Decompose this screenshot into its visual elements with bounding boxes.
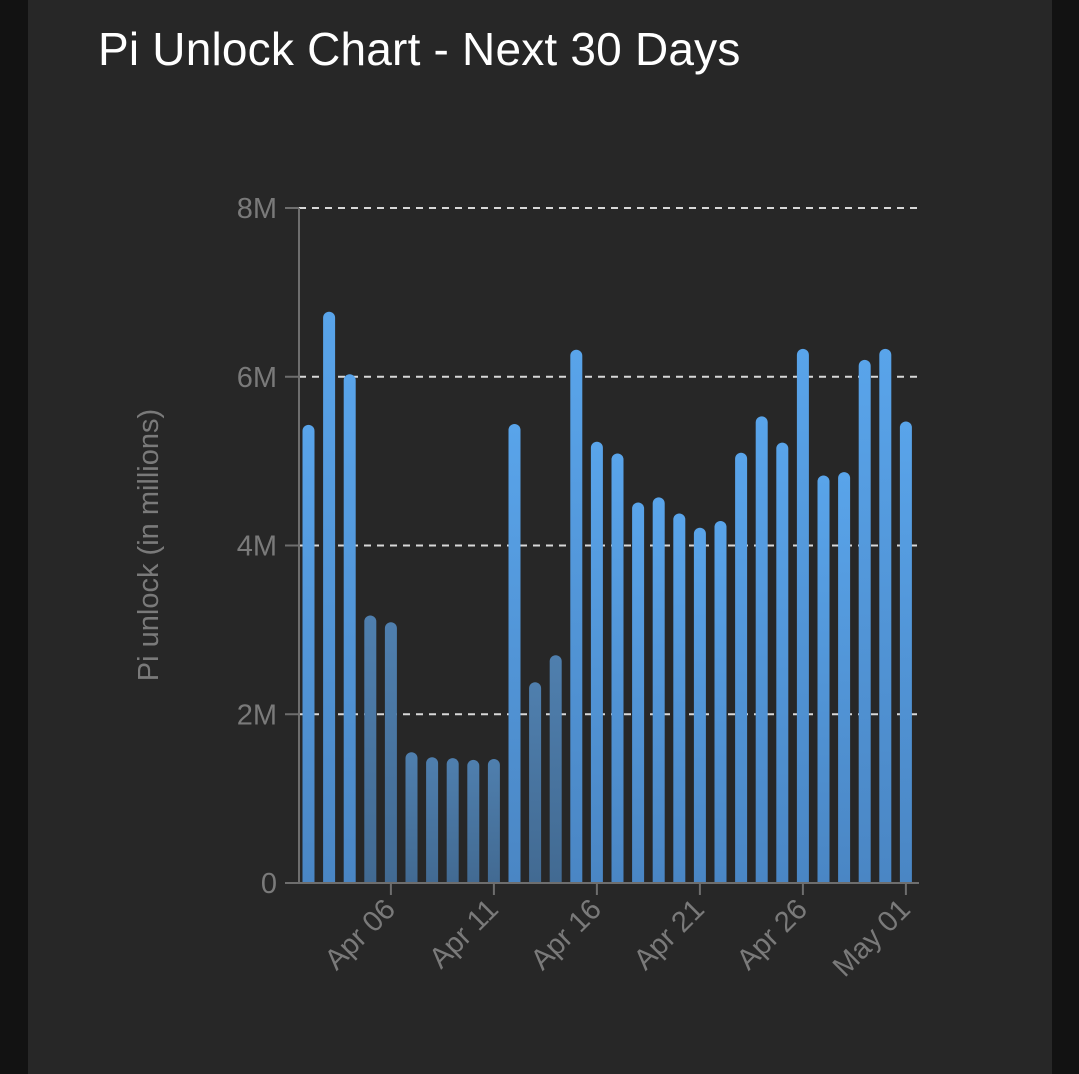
- bar-apr-27: [817, 475, 830, 883]
- y-tick-labels: 0 2M 4M 6M 8M: [237, 193, 277, 900]
- bar-apr-28: [838, 472, 851, 883]
- bar-apr-19: [652, 497, 665, 883]
- bar-apr-15: [570, 349, 583, 883]
- bar-apr-10: [467, 759, 480, 883]
- bar-apr-21: [693, 527, 706, 883]
- bar-apr-18: [632, 502, 645, 883]
- x-tick-label-2: Apr 16: [525, 893, 608, 976]
- bar-apr-25: [776, 442, 789, 883]
- x-tick-label-5: May 01: [827, 893, 917, 983]
- y-tick-label-1: 2M: [237, 699, 277, 731]
- bar-apr-09: [446, 758, 459, 883]
- bar-apr-14: [549, 655, 562, 883]
- y-tick-label-0: 0: [261, 868, 277, 900]
- bar-apr-17: [611, 453, 624, 883]
- axes: [285, 207, 919, 895]
- x-tick-labels: Apr 06 Apr 11 Apr 16 Apr 21 Apr 26 May 01: [319, 893, 917, 983]
- bar-apr-26: [796, 348, 809, 883]
- bar-apr-30: [879, 348, 892, 883]
- bar-apr-22: [714, 521, 727, 883]
- y-tick-label-4: 8M: [237, 193, 277, 225]
- bar-apr-07: [405, 752, 418, 883]
- bar-apr-13: [529, 682, 542, 883]
- bar-apr-03: [323, 311, 336, 883]
- bar-apr-04: [343, 374, 356, 883]
- chart-title: Pi Unlock Chart - Next 30 Days: [98, 23, 741, 75]
- x-tick-label-4: Apr 26: [731, 893, 814, 976]
- bar-may-01: [899, 421, 912, 883]
- bar-apr-02: [302, 424, 315, 883]
- bar-apr-29: [858, 359, 871, 883]
- bar-apr-06: [384, 622, 397, 883]
- y-tick-label-3: 6M: [237, 362, 277, 394]
- x-tick-label-0: Apr 06: [319, 893, 402, 976]
- bar-apr-16: [590, 441, 603, 883]
- bar-apr-12: [508, 424, 521, 883]
- bar-apr-23: [735, 452, 748, 883]
- bar-apr-05: [364, 615, 377, 883]
- x-tick-label-3: Apr 21: [628, 893, 711, 976]
- bars: [302, 311, 912, 883]
- y-axis-title: Pi unlock (in millions): [133, 409, 165, 681]
- bar-apr-20: [673, 513, 686, 883]
- bar-apr-11: [487, 758, 500, 883]
- x-tick-label-1: Apr 11: [423, 893, 505, 975]
- y-tick-label-2: 4M: [237, 531, 277, 563]
- bar-apr-24: [755, 416, 768, 883]
- bar-apr-08: [426, 757, 439, 883]
